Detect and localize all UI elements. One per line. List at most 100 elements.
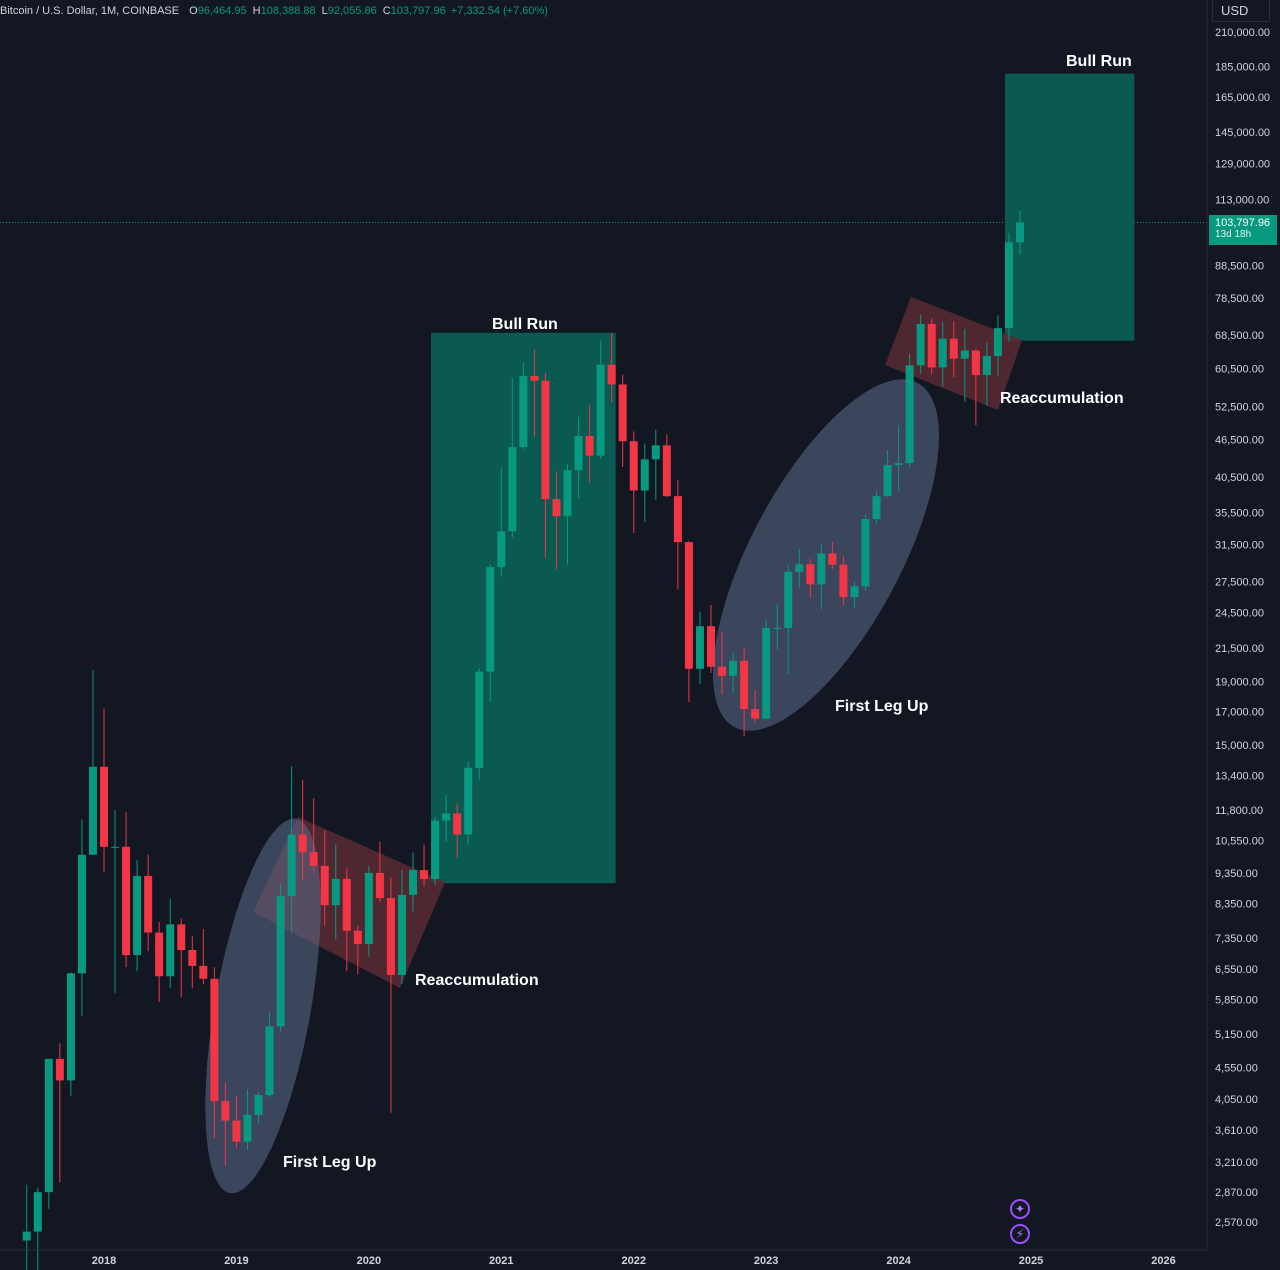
candle-body	[364, 872, 373, 944]
candle	[66, 972, 75, 1096]
candle	[111, 810, 120, 993]
time-tick-label: 2026	[1151, 1255, 1175, 1267]
candle	[596, 340, 605, 459]
candle-body	[828, 553, 837, 565]
candle	[552, 471, 561, 569]
candle	[320, 830, 329, 926]
candle	[166, 898, 175, 989]
candle	[861, 514, 870, 591]
candle-body	[210, 978, 219, 1102]
price-tick-label: 35,500.00	[1215, 507, 1264, 519]
candle-body	[342, 878, 351, 931]
price-tick-label: 40,500.00	[1215, 472, 1264, 484]
time-tick-label: 2024	[886, 1255, 911, 1267]
candle	[486, 564, 495, 703]
candle	[287, 766, 296, 933]
price-tick-label: 9,350.00	[1215, 868, 1258, 880]
candle	[839, 556, 848, 606]
candle-body	[905, 365, 914, 464]
candle-body	[883, 465, 892, 497]
candle	[386, 877, 395, 1113]
candle	[397, 869, 406, 984]
candle-body	[254, 1095, 263, 1115]
candle-body	[44, 1058, 53, 1193]
candle-body	[287, 834, 296, 897]
candle	[640, 443, 649, 522]
price-tick-label: 19,000.00	[1215, 676, 1264, 688]
candle-body	[155, 932, 164, 977]
candle-body	[916, 323, 925, 366]
time-tick-label: 2020	[357, 1255, 381, 1267]
candle-body	[431, 820, 440, 880]
symbol-title[interactable]: Bitcoin / U.S. Dollar, 1M, COINBASE	[0, 5, 180, 17]
candle	[33, 1187, 42, 1270]
candle	[1004, 233, 1013, 342]
candle-body	[397, 894, 406, 975]
candle	[199, 928, 208, 984]
candle	[254, 1092, 263, 1124]
candle-body	[982, 356, 991, 376]
candle	[353, 925, 362, 975]
candle-body	[729, 660, 738, 676]
candle	[431, 817, 440, 886]
time-tick-label: 2025	[1019, 1255, 1043, 1267]
lightning-icon[interactable]: ⚡	[1010, 1224, 1030, 1244]
candle	[243, 1089, 252, 1151]
currency-selector[interactable]: USD	[1212, 0, 1270, 22]
candle-body	[66, 973, 75, 1081]
candle	[563, 464, 572, 565]
candle-body	[740, 660, 749, 710]
price-tick-label: 24,500.00	[1215, 608, 1264, 620]
candle	[177, 918, 186, 998]
candle	[298, 779, 307, 881]
candle	[309, 798, 318, 872]
change-value: +7,332.54 (+7.60%)	[450, 5, 548, 17]
candle-body	[530, 376, 539, 381]
candle	[1016, 210, 1024, 255]
candle-body	[629, 441, 638, 491]
candle	[55, 1043, 64, 1182]
candle	[762, 619, 771, 720]
price-tick-label: 60,500.00	[1215, 363, 1264, 375]
candle	[938, 321, 947, 387]
price-tick-label: 145,000.00	[1215, 127, 1270, 139]
candle-body	[122, 846, 131, 956]
candle-body	[541, 380, 550, 500]
candle	[276, 883, 285, 1032]
candle-body	[276, 896, 285, 1027]
price-tick-label: 113,000.00	[1215, 194, 1269, 206]
candle-body	[673, 496, 682, 543]
candle-body	[22, 1231, 31, 1241]
candle-body	[133, 875, 142, 956]
candle-body	[894, 463, 903, 466]
candle	[232, 1095, 241, 1148]
candle-body	[464, 767, 473, 835]
candle-body	[442, 813, 451, 821]
candle	[960, 328, 969, 402]
candle-body	[265, 1026, 274, 1096]
price-tick-label: 6,550.00	[1215, 964, 1258, 976]
candle	[519, 362, 528, 449]
price-tick-label: 13,400.00	[1215, 771, 1264, 783]
candle-body	[872, 496, 881, 519]
legend-header: Bitcoin / U.S. Dollar, 1M, COINBASE O 96,…	[0, 3, 548, 19]
candle-body	[718, 666, 727, 676]
candle-body	[806, 564, 815, 585]
last-price-label: 103,797.96 13d 18h	[1209, 215, 1277, 245]
bull-run-label: Bull Run	[492, 316, 558, 333]
candle	[188, 936, 197, 989]
price-tick-label: 5,150.00	[1215, 1029, 1258, 1041]
candle	[541, 372, 550, 558]
candle	[949, 321, 958, 378]
candle-body	[850, 586, 859, 598]
candle-body	[111, 846, 120, 848]
candle	[44, 1058, 53, 1209]
candle	[585, 404, 594, 483]
candle-body	[331, 878, 340, 906]
price-tick-label: 185,000.00	[1215, 61, 1270, 73]
candle-body	[243, 1114, 252, 1142]
price-tick-label: 17,000.00	[1215, 706, 1264, 718]
assistant-sparkle-icon[interactable]: ✦	[1010, 1199, 1030, 1219]
